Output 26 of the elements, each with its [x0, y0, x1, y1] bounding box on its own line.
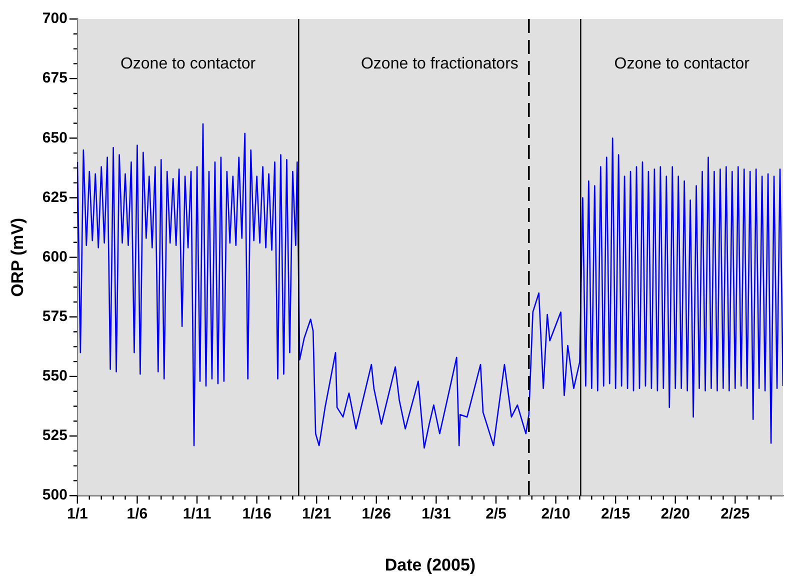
y-tick-label: 500 [42, 486, 68, 504]
band-label: Ozone to contactor [614, 55, 750, 72]
y-tick-label: 550 [42, 368, 68, 385]
y-tick-label: 650 [42, 129, 68, 146]
x-tick-label: 2/5 [486, 506, 506, 523]
y-tick-label: 575 [42, 308, 68, 326]
x-tick-label: 2/15 [600, 506, 630, 523]
x-tick-label: 1/6 [126, 506, 148, 523]
x-tick-label: 1/31 [422, 506, 451, 523]
x-tick-label: 2/20 [660, 506, 690, 523]
y-tick-label: 600 [42, 248, 68, 266]
x-axis-title: Date (2005) [384, 555, 476, 574]
x-tick-label: 1/21 [302, 506, 332, 523]
x-tick-label: 1/11 [182, 506, 212, 523]
x-tick-label: 2/10 [541, 506, 570, 523]
band-label: Ozone to fractionators [360, 55, 518, 72]
y-tick-label: 625 [42, 188, 68, 206]
x-tick-label: 1/26 [362, 506, 391, 523]
y-axis-title: ORP (mV) [8, 218, 27, 297]
x-tick-label: 2/25 [720, 506, 750, 523]
x-tick-label: 1/1 [66, 506, 88, 523]
y-tick-label: 700 [42, 10, 68, 28]
y-tick-label: 525 [42, 427, 68, 444]
x-tick-label: 1/16 [242, 506, 272, 523]
y-tick-label: 675 [42, 70, 68, 87]
band-label: Ozone to contactor [120, 55, 256, 72]
